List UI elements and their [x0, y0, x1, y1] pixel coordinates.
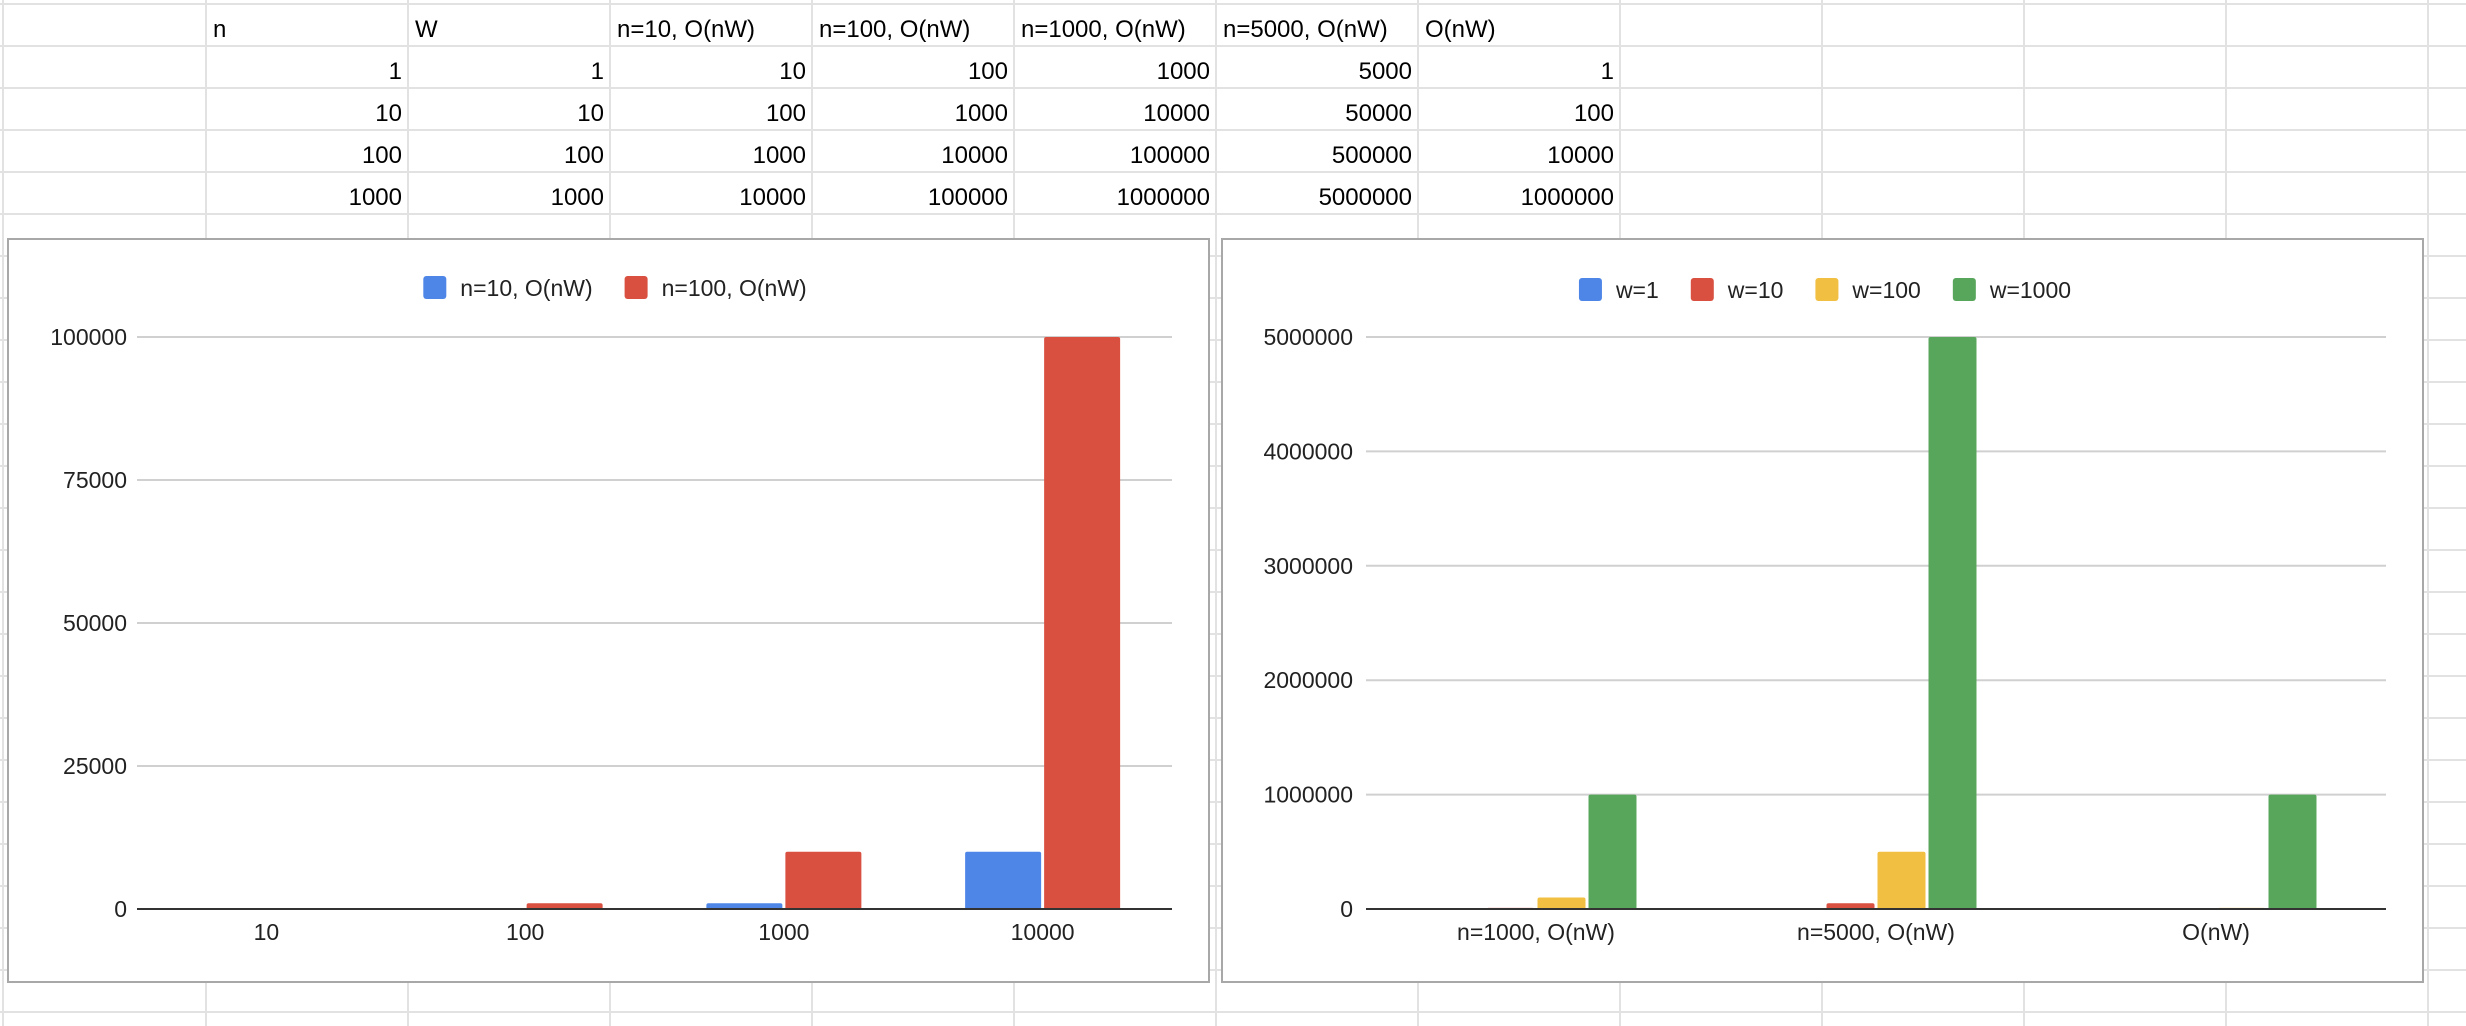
legend-label: n=100, O(nW): [662, 275, 807, 301]
y-tick-label: 25000: [63, 753, 127, 779]
x-tick-label: n=5000, O(nW): [1797, 919, 1955, 945]
bar-chart-right: 0 1000000 2000000 3000000 4000000 5000000 n=10…: [1263, 277, 2386, 945]
table-cell[interactable]: 10: [375, 100, 402, 127]
table-cell[interactable]: 100: [765, 100, 806, 127]
bar: [706, 903, 783, 909]
legend-swatch: [423, 276, 447, 299]
table-cell[interactable]: 100000: [1129, 142, 1210, 169]
bar: [526, 903, 603, 909]
bar: [1537, 897, 1586, 909]
table-cell[interactable]: 100: [361, 142, 402, 169]
table-cell[interactable]: 1000000: [1116, 184, 1210, 211]
table-cell[interactable]: 1000: [348, 184, 402, 211]
legend-label: w=100: [1851, 277, 1920, 303]
bar: [785, 851, 862, 909]
x-tick-label: 1000: [758, 919, 809, 945]
y-tick-label: 1000000: [1263, 782, 1353, 808]
table-cell[interactable]: 5000: [1358, 58, 1412, 85]
table-cell[interactable]: 10: [779, 58, 806, 85]
bar: [1877, 851, 1926, 909]
legend-swatch: [1690, 278, 1714, 301]
y-tick-label: 75000: [63, 467, 127, 493]
y-tick-label: 4000000: [1263, 438, 1353, 464]
table-cell[interactable]: 50000: [1345, 100, 1412, 127]
table-cell[interactable]: 500000: [1331, 142, 1412, 169]
legend: n=10, O(nW) n=100, O(nW): [423, 275, 807, 301]
table-cell[interactable]: 100: [1573, 100, 1614, 127]
chart-left[interactable]: 0 25000 50000 75000 100000 10 100 1000 10000 n=10…: [7, 238, 1210, 983]
table-cell[interactable]: 1000: [1156, 58, 1210, 85]
bar: [1826, 903, 1875, 909]
header-cell-n10[interactable]: n=10, O(nW): [617, 16, 756, 43]
legend-swatch: [624, 276, 648, 299]
legend-swatch: [1578, 278, 1602, 301]
header-cell-onw[interactable]: O(nW): [1425, 16, 1496, 43]
chart-right[interactable]: 0 1000000 2000000 3000000 4000000 5000000 n=10…: [1221, 238, 2424, 983]
table-cell[interactable]: 1000: [550, 184, 604, 211]
table-cell[interactable]: 10000: [1143, 100, 1210, 127]
table-cell[interactable]: 10000: [1547, 142, 1614, 169]
x-tick-label: 100: [506, 919, 544, 945]
table-cell[interactable]: 5000000: [1318, 184, 1412, 211]
x-tick-label: 10000: [1011, 919, 1075, 945]
table-cell[interactable]: 10000: [739, 184, 806, 211]
x-tick-label: n=1000, O(nW): [1457, 919, 1615, 945]
header-cell-n1000[interactable]: n=1000, O(nW): [1021, 16, 1186, 43]
table-cell[interactable]: 100: [967, 58, 1008, 85]
legend: w=1 w=10 w=100 w=1000: [1578, 277, 2071, 303]
table-cell[interactable]: 10: [577, 100, 604, 127]
y-tick-label: 0: [114, 896, 127, 922]
y-tick-label: 50000: [63, 610, 127, 636]
legend-label: n=10, O(nW): [460, 275, 592, 301]
y-tick-label: 3000000: [1263, 553, 1353, 579]
legend-label: w=1: [1615, 277, 1659, 303]
header-cell-n5000[interactable]: n=5000, O(nW): [1223, 16, 1388, 43]
bar: [2268, 794, 2317, 909]
table-cell[interactable]: 10000: [941, 142, 1008, 169]
y-tick-label: 2000000: [1263, 667, 1353, 693]
bar: [1044, 337, 1121, 909]
header-cell-n[interactable]: n: [213, 16, 227, 43]
header-cell-w[interactable]: W: [415, 16, 438, 43]
x-tick-label: 10: [254, 919, 280, 945]
header-cell-n100[interactable]: n=100, O(nW): [819, 16, 971, 43]
y-tick-label: 5000000: [1263, 324, 1353, 350]
legend-label: w=10: [1727, 277, 1784, 303]
bar: [965, 851, 1042, 909]
table-cell[interactable]: 1000: [954, 100, 1008, 127]
table-cell[interactable]: 1: [388, 58, 402, 85]
bar: [1588, 794, 1637, 909]
table-cell[interactable]: 1: [590, 58, 604, 85]
table-cell[interactable]: 100: [563, 142, 604, 169]
bar: [1928, 337, 1977, 909]
table-cell[interactable]: 1000000: [1520, 184, 1614, 211]
table-cell[interactable]: 100000: [927, 184, 1008, 211]
y-tick-label: 0: [1340, 896, 1353, 922]
x-tick-label: O(nW): [2182, 919, 2250, 945]
bar-chart-left: 0 25000 50000 75000 100000 10 100 1000 10000 n=10…: [50, 275, 1172, 945]
legend-label: w=1000: [1989, 277, 2071, 303]
y-tick-label: 100000: [50, 324, 127, 350]
table-cell[interactable]: 1: [1600, 58, 1614, 85]
legend-swatch: [1952, 278, 1976, 301]
legend-swatch: [1815, 278, 1839, 301]
table-cell[interactable]: 1000: [752, 142, 806, 169]
